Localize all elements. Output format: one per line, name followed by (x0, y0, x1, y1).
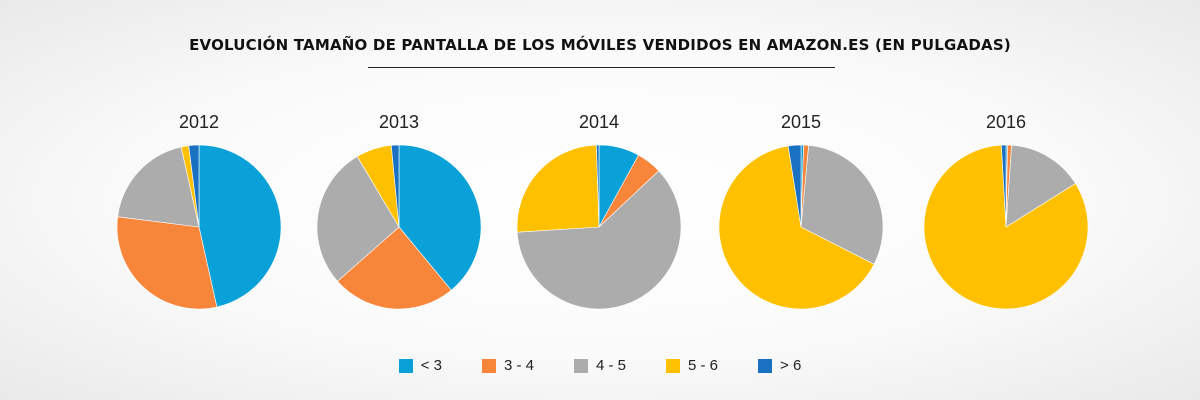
pie-2015: 2015 (716, 112, 886, 312)
title-underline (368, 67, 835, 68)
legend-swatch (573, 358, 588, 373)
pie-slice-2016-2 (1005, 144, 1076, 228)
legend-swatch (758, 358, 773, 373)
legend-item: 3 - 4 (481, 357, 534, 374)
legend-label: 5 - 6 (688, 357, 719, 374)
pie-year-label: 2015 (780, 112, 822, 132)
legend: < 3 3 - 4 4 - 5 5 - 6 > 6 (0, 357, 1200, 374)
legend-label: 4 - 5 (595, 357, 626, 374)
pie-chart (316, 144, 482, 310)
pie-year-label: 2014 (578, 112, 620, 132)
pie-2013: 2013 (314, 112, 484, 312)
legend-swatch (666, 358, 680, 373)
pie-slice-2012-2 (117, 146, 200, 228)
pie-slice-2015-4 (787, 144, 802, 228)
pie-chart (516, 144, 682, 310)
pie-slice-2014-2 (516, 170, 682, 310)
chart-title: EVOLUCIÓN TAMAÑO DE PANTALLA DE LOS MÓVI… (189, 36, 1011, 54)
pie-slice-2015-3 (718, 145, 875, 310)
pie-slice-2016-4 (1001, 144, 1007, 228)
pie-chart (116, 144, 282, 310)
legend-label: < 3 (420, 357, 442, 374)
pie-year-label: 2013 (378, 112, 420, 132)
pie-2012: 2012 (114, 112, 284, 312)
legend-swatch (398, 358, 413, 373)
pie-slice-2014-3 (516, 144, 600, 233)
legend-item: > 6 (758, 357, 801, 374)
pie-slice-2013-2 (316, 156, 400, 282)
pie-chart (923, 144, 1089, 310)
pie-year-label: 2016 (985, 112, 1027, 132)
pie-slice-2012-0 (198, 144, 282, 308)
pie-slice-2013-0 (398, 144, 482, 291)
legend-label: 3 - 4 (503, 357, 534, 374)
legend-label: > 6 (780, 357, 802, 374)
legend-item: 5 - 6 (666, 357, 718, 374)
pie-slice-2012-1 (116, 216, 218, 310)
legend-item: < 3 (398, 357, 442, 374)
pie-chart (718, 144, 884, 310)
pie-slice-2016-3 (923, 144, 1089, 310)
pie-2014: 2014 (514, 112, 684, 312)
pie-slice-2013-4 (390, 144, 400, 228)
pie-slice-2014-4 (596, 144, 600, 228)
pie-slice-2012-4 (188, 144, 200, 228)
legend-item: 4 - 5 (573, 357, 626, 374)
pie-2016: 2016 (921, 112, 1091, 312)
legend-swatch (481, 358, 496, 373)
pie-year-label: 2012 (178, 112, 220, 132)
pie-slice-2015-2 (800, 145, 884, 265)
pie-slice-2013-1 (337, 226, 452, 310)
